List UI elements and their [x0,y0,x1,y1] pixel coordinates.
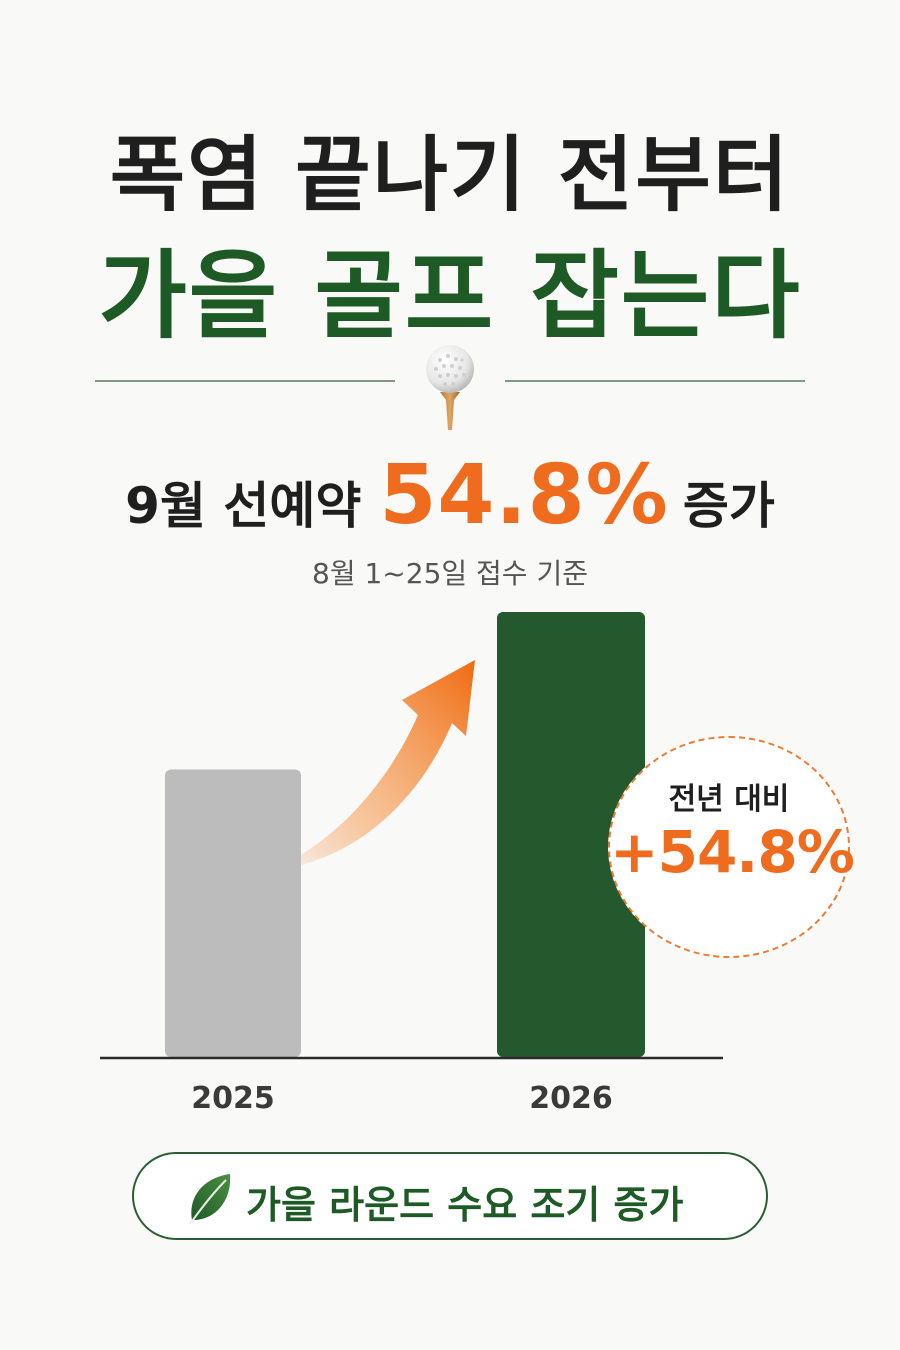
subnote: 8월 1~25일 접수 기준 [312,557,588,590]
headline-suffix: 증가 [682,477,775,535]
bar-2026 [497,612,645,1057]
headline-prefix: 9월 선예약 [125,477,362,535]
divider-left [95,380,395,382]
headline: 9월 선예약 54.8% 증가 [0,448,900,543]
leaf-icon [189,1174,231,1225]
arrow-up-icon [272,660,475,870]
title-line-2: 가을 골프 잡는다 [98,240,802,352]
x-tick-label-2026: 2026 [529,1081,613,1116]
yoy-badge: 전년 대비 +54.8% [608,736,855,958]
badge-label: 전년 대비 [668,782,790,817]
summary-pill: 가을 라운드 수요 조기 증가 [132,1152,768,1240]
title-line-1: 폭염 끝나기 전부터 [109,128,791,223]
divider-right [505,380,805,382]
headline-value: 54.8% [379,448,669,543]
pill-text: 가을 라운드 수요 조기 증가 [246,1183,684,1227]
bar-2025 [165,769,301,1057]
x-tick-label-2025: 2025 [191,1081,275,1116]
golf-ball-icon [426,345,474,430]
badge-value: +54.8% [610,818,855,886]
